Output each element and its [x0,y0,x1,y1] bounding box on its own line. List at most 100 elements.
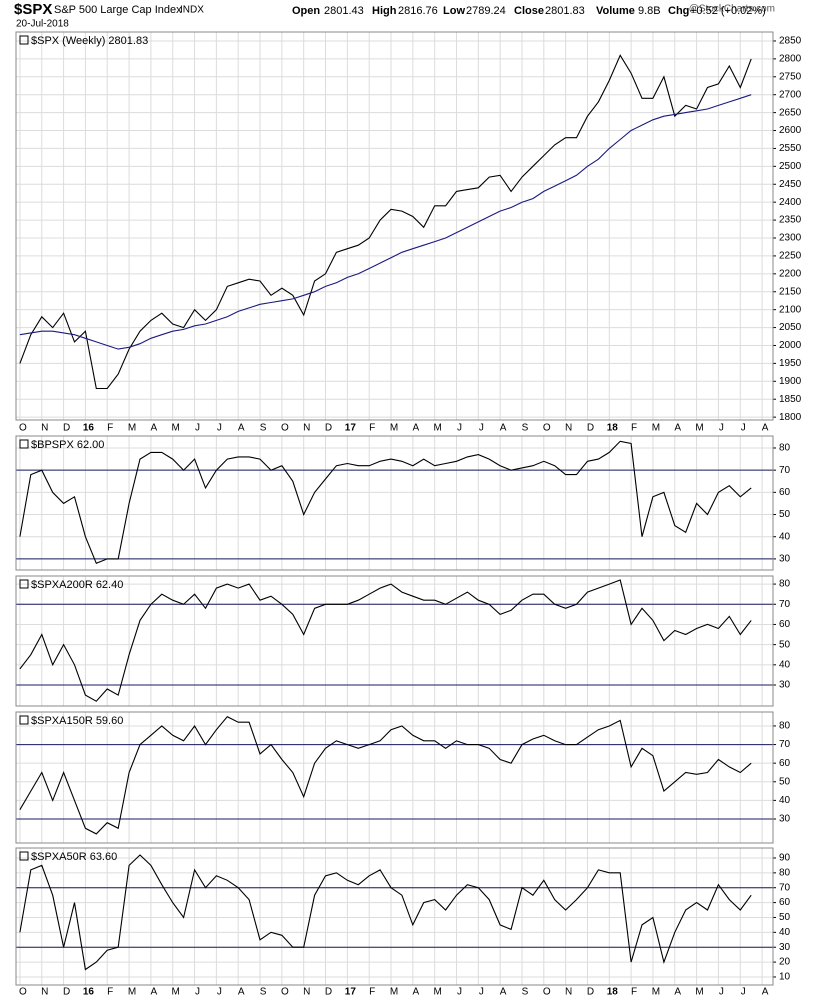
plot-frame [15,847,774,986]
stat-label: Open [292,5,320,17]
x-tick-label: M [172,987,180,998]
x-tick-label: F [631,987,637,998]
y-tick-label: 2800 [779,54,802,65]
legend-label: $SPXA150R 59.60 [31,715,123,727]
legend-swatch [19,579,29,589]
x-tick-label: J [741,423,746,434]
x-tick-label: O [19,987,27,998]
x-tick-label: S [260,423,267,434]
x-tick-label: 16 [83,987,95,998]
x-tick-label: F [631,423,637,434]
legend-swatch [19,439,29,449]
x-tick-label: M [652,423,660,434]
y-tick-label: 60 [779,619,791,630]
y-tick-label: 60 [779,897,791,908]
y-tick-label: 2850 [779,36,802,47]
legend-label: $SPXA200R 62.40 [31,579,123,591]
x-tick-label: F [369,423,375,434]
x-tick-label: J [195,987,200,998]
y-tick-label: 50 [779,509,791,520]
watermark: @StockCharts.com [689,4,775,15]
y-tick-label: 1950 [779,358,802,369]
x-tick-label: A [500,987,507,998]
x-tick-label: J [217,423,222,434]
x-tick-label: A [500,423,507,434]
x-tick-label: M [390,987,398,998]
plot-frame [15,711,774,844]
x-tick-label: D [63,423,70,434]
plot-frame [15,435,774,571]
x-tick-label: A [674,423,681,434]
y-tick-label: 60 [779,487,791,498]
stat-label: Close [514,5,544,17]
x-tick-label: N [565,987,572,998]
x-tick-label: A [412,987,419,998]
series-line [19,54,752,390]
x-tick-label: N [303,423,310,434]
x-tick-label: N [41,423,48,434]
y-tick-label: 50 [779,776,791,787]
x-tick-label: 18 [607,987,619,998]
x-tick-label: A [238,423,245,434]
stat-value: 2789.24 [466,5,506,17]
x-tick-label: M [433,987,441,998]
x-tick-label: J [719,987,724,998]
stat-value: 2801.83 [545,5,585,17]
y-tick-label: 2750 [779,71,802,82]
stat-label: Chg [668,5,689,17]
date: 20-Jul-2018 [16,19,69,30]
y-tick-label: 20 [779,957,791,968]
y-tick-label: 1900 [779,376,802,387]
y-tick-label: 2250 [779,251,802,262]
x-tick-label: A [151,423,158,434]
symbol: $SPX [14,1,52,18]
y-tick-label: 80 [779,579,791,590]
x-tick-label: M [695,987,703,998]
y-tick-label: 2450 [779,179,802,190]
x-tick-label: A [762,423,769,434]
series-line [19,579,752,702]
x-tick-label: 17 [345,987,357,998]
y-tick-label: 70 [779,599,791,610]
y-tick-label: 2100 [779,304,802,315]
x-tick-label: M [695,423,703,434]
x-tick-label: 16 [83,423,95,434]
x-tick-label: O [281,423,289,434]
x-tick-label: J [741,987,746,998]
x-tick-label: A [238,987,245,998]
y-tick-label: 70 [779,882,791,893]
legend-swatch [19,715,29,725]
x-tick-label: N [41,987,48,998]
x-tick-label: S [260,987,267,998]
y-tick-label: 1800 [779,412,802,423]
exchange: INDX [180,5,204,16]
x-tick-label: M [433,423,441,434]
x-tick-label: M [128,987,136,998]
x-tick-label: M [652,987,660,998]
x-tick-label: J [217,987,222,998]
y-tick-label: 40 [779,927,791,938]
legend-label: $SPXA50R 63.60 [31,851,117,863]
x-tick-label: D [587,423,594,434]
x-tick-label: A [412,423,419,434]
x-tick-label: N [303,987,310,998]
y-tick-label: 1850 [779,394,802,405]
stat-label: Low [443,5,465,17]
y-tick-label: 30 [779,942,791,953]
x-tick-label: S [522,987,529,998]
y-tick-label: 2000 [779,340,802,351]
y-tick-label: 60 [779,758,791,769]
x-tick-label: J [719,423,724,434]
x-tick-label: J [479,423,484,434]
x-tick-label: A [151,987,158,998]
x-tick-label: F [369,987,375,998]
y-tick-label: 30 [779,814,791,825]
y-tick-label: 2400 [779,197,802,208]
legend-label: $SPX (Weekly) 2801.83 [31,35,148,47]
x-tick-label: S [522,423,529,434]
y-tick-label: 80 [779,867,791,878]
y-tick-label: 90 [779,853,791,864]
y-tick-label: 30 [779,554,791,565]
x-tick-label: M [390,423,398,434]
